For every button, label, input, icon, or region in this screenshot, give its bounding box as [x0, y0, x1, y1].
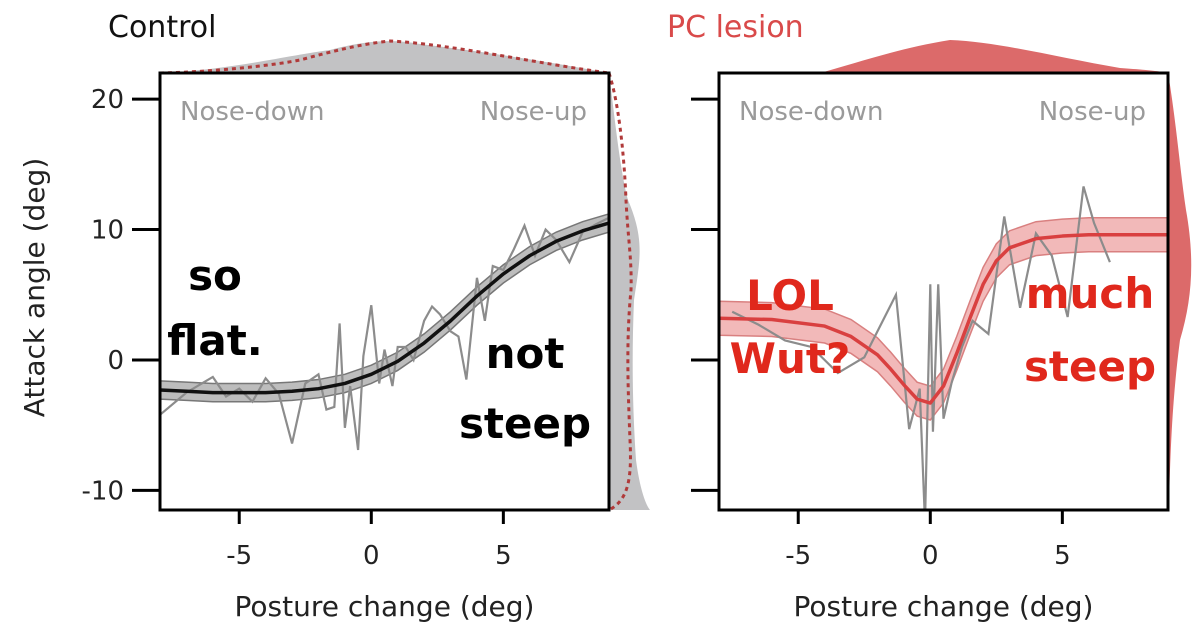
panel-control: -10 0 10 20 -5 0 5 Control Posture change (deg) A…	[18, 10, 650, 623]
top-marginal-lesion-outline	[159, 39, 610, 75]
plot-area-content	[719, 186, 1168, 510]
nose-down-label: Nose-down	[739, 97, 883, 127]
x-tick-label: -5	[785, 541, 811, 571]
panel-pc-lesion: -5 0 5 PC lesion Posture change (deg) Nose-do…	[667, 10, 1192, 623]
annotation-text: steep	[459, 399, 591, 448]
raw-data-line	[160, 216, 609, 451]
x-axis-title: Posture change (deg)	[235, 590, 535, 623]
y-tick-label: -10	[82, 476, 124, 506]
x-tick-label: -5	[226, 541, 252, 571]
x-tick-label: 5	[495, 541, 512, 571]
annotation-text: not	[486, 329, 565, 378]
confidence-band	[160, 213, 609, 403]
confidence-band	[719, 217, 1168, 421]
right-marginal-lesion-outline	[607, 72, 633, 512]
plot-frame	[717, 71, 1170, 512]
plot-frame	[158, 71, 611, 512]
nose-up-label: Nose-up	[480, 97, 587, 127]
nose-down-label: Nose-down	[180, 97, 324, 127]
annotation-text: LOL	[746, 271, 834, 320]
y-tick-label: 20	[91, 85, 124, 115]
y-tick-label: 0	[107, 346, 124, 376]
annotation-text: much	[1026, 269, 1154, 318]
top-marginal-distribution	[820, 40, 1168, 73]
annotation-text: so	[188, 251, 242, 300]
x-tick-label: 0	[922, 541, 939, 571]
y-tick-label: 10	[91, 216, 124, 246]
right-marginal-distribution	[1168, 73, 1192, 510]
x-tick-label: 0	[363, 541, 380, 571]
nose-up-label: Nose-up	[1039, 97, 1146, 127]
annotation-text: steep	[1024, 342, 1156, 391]
fit-line	[160, 221, 609, 395]
fit-line	[719, 233, 1168, 405]
x-tick-label: 5	[1054, 541, 1071, 571]
annotation-text: Wut?	[730, 334, 851, 383]
right-marginal-distribution	[609, 73, 650, 510]
plot-area-content	[160, 213, 609, 451]
annotation-text: flat.	[167, 316, 263, 365]
x-axis-title: Posture change (deg)	[794, 590, 1094, 623]
panel-title: Control	[108, 10, 216, 45]
y-axis-title: Attack angle (deg)	[18, 158, 51, 418]
panel-title: PC lesion	[667, 10, 804, 45]
